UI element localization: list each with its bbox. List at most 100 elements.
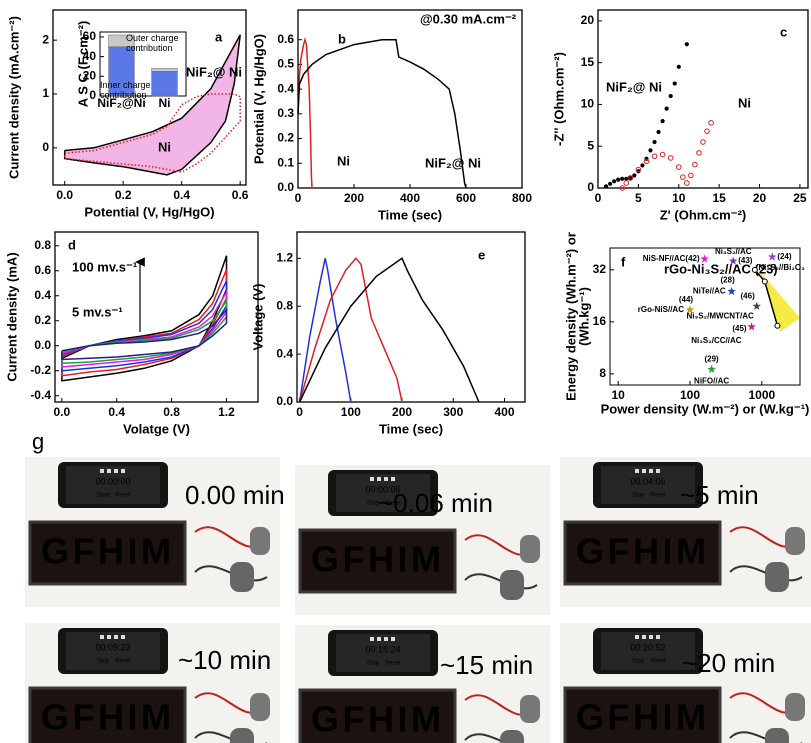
led-board	[28, 686, 187, 743]
x-tick-label: 0.4	[173, 188, 190, 202]
screen-icon	[377, 477, 381, 481]
plot-frame	[296, 231, 526, 403]
marker	[751, 266, 758, 273]
timer-button: Start	[97, 493, 110, 499]
timer: 00:00:06	[365, 484, 400, 494]
x-tick-label: 15	[712, 191, 726, 205]
led-board	[298, 688, 457, 743]
screen-icon	[114, 635, 118, 639]
elapsed-time: 0.00 min	[185, 480, 285, 510]
x-axis-title: Power density (W.m⁻²) or (W.kg⁻¹)	[601, 401, 810, 416]
y-tick-label: 0	[587, 180, 594, 194]
screen-icon	[391, 637, 395, 641]
screen-icon	[100, 635, 104, 639]
point	[608, 181, 613, 186]
x-tick-label: 0.2	[115, 188, 132, 202]
device	[250, 693, 270, 721]
led-display: GFHIM	[311, 539, 443, 580]
screen-icon	[656, 469, 660, 473]
annotation: 5 mv.s⁻¹	[72, 304, 123, 319]
device	[250, 527, 270, 555]
screen-icon	[100, 469, 104, 473]
point	[680, 174, 686, 180]
screen-icon	[107, 635, 111, 639]
screen-icon	[649, 635, 653, 639]
x-tick-label: 5	[635, 191, 642, 205]
y-tick-label: 0	[42, 140, 49, 154]
line	[63, 34, 241, 176]
x-tick-label: 1000	[748, 388, 775, 402]
x-axis-title: Potential (V, Hg/HgO)	[84, 204, 214, 219]
x-tick-label: 20	[753, 191, 767, 205]
y-tick-label: 16	[593, 314, 607, 328]
led-display: GFHIM	[41, 697, 173, 738]
point-label: NiTe//AC	[693, 287, 726, 296]
y-axis-title: Voltage (V)	[250, 284, 265, 351]
x-axis-title: Time (sec)	[379, 421, 443, 436]
y-tick-label: 0.0	[277, 180, 294, 194]
x-tick-label: 1.2	[218, 405, 235, 419]
area	[64, 34, 241, 175]
timer-button: Stop	[367, 661, 380, 667]
x-tick-label: 0	[295, 191, 302, 205]
elapsed-time: ~5 min	[680, 480, 759, 510]
point-star	[685, 305, 695, 314]
line	[298, 258, 352, 403]
y-tick-label: 0.8	[34, 238, 51, 252]
y-tick-label: 10	[581, 97, 595, 111]
screen-icon	[114, 469, 118, 473]
point	[684, 180, 690, 186]
x-tick-label: 0.4	[108, 405, 125, 419]
plot-frame	[54, 231, 259, 403]
x-tick-label: 25	[793, 191, 807, 205]
timer-button: Stop	[632, 659, 645, 665]
point-ref: (28)	[721, 276, 736, 285]
timer-button: Stop	[632, 493, 645, 499]
plot-frame	[297, 9, 523, 189]
point	[632, 173, 637, 178]
device	[785, 527, 805, 555]
x-tick-label: 400	[494, 405, 514, 419]
y-tick-label: 40	[83, 49, 97, 63]
point-ref: (45)	[732, 324, 747, 333]
device	[500, 730, 524, 743]
point	[623, 180, 630, 186]
y-tick-label: 8	[599, 366, 606, 380]
point	[700, 139, 706, 145]
point	[664, 106, 669, 111]
y-tick-label: 0.4	[277, 81, 294, 95]
timer: 00:09:23	[95, 642, 130, 652]
y-tick-label: 0.6	[34, 263, 51, 277]
point	[660, 119, 665, 124]
device	[520, 535, 540, 563]
point-star	[752, 301, 761, 310]
timer: 00:00:00	[95, 476, 130, 486]
y-tick-label: 20	[83, 68, 97, 82]
y-tick-label: 0.2	[34, 313, 51, 327]
series-label: NiF₂@ Ni	[186, 64, 242, 79]
screen-icon	[107, 469, 111, 473]
point	[640, 163, 645, 168]
y-tick-label: 1	[42, 86, 49, 100]
y-axis-title: Current density (mA.cm⁻²)	[6, 16, 21, 179]
x-tick-label: 600	[456, 191, 476, 205]
y-axis-title: A S C (F.cm⁻²)	[75, 21, 90, 108]
x-tick-label: NiF₂@Ni	[97, 96, 145, 110]
point	[612, 179, 617, 184]
series-label: Ni	[738, 95, 751, 110]
y-tick-label: 0.1	[277, 155, 294, 169]
x-tick-label: 100	[680, 388, 700, 402]
panel-label: e	[478, 247, 485, 262]
y-axis-title: -Z'' (Ohm.cm⁻²)	[551, 52, 566, 146]
point	[708, 120, 714, 126]
plot-frame	[52, 9, 247, 186]
series-label: Ni	[158, 139, 171, 154]
y-tick-label: 0.5	[277, 57, 294, 71]
x-tick-label: 10	[611, 388, 625, 402]
annotation: 100 mv.s⁻¹	[72, 259, 137, 274]
marker	[774, 322, 781, 329]
series-label: Ni	[337, 153, 350, 168]
point-star	[707, 364, 716, 373]
phone-screen	[336, 474, 430, 512]
